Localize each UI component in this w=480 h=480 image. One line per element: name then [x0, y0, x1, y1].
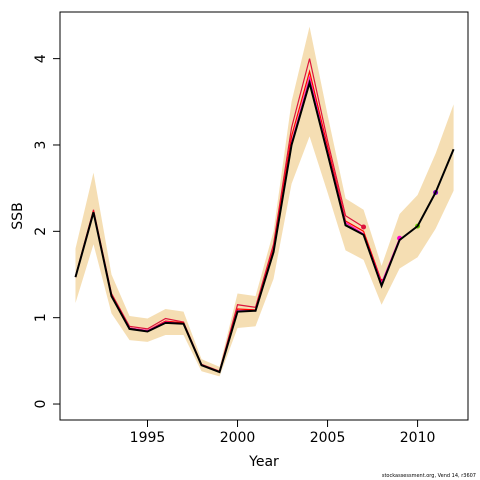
retro-endpoint — [361, 224, 367, 230]
x-tick-label: 2010 — [400, 430, 436, 446]
series-line — [74, 58, 364, 373]
plot-frame — [59, 11, 469, 421]
x-axis-label: Year — [248, 454, 279, 470]
x-tick-label: 2005 — [310, 430, 346, 446]
y-tick-label: 1 — [33, 313, 49, 322]
y-tick-label: 0 — [33, 400, 49, 409]
series-line — [74, 78, 455, 374]
y-axis-label: SSB — [10, 202, 26, 229]
y-tick-label: 2 — [33, 227, 49, 236]
x-tick-label: 1995 — [130, 430, 166, 446]
y-tick-label: 3 — [33, 141, 49, 150]
footnote: stockassessment.org, Vend 14, r3607 — [382, 473, 476, 479]
confidence-band — [75, 26, 454, 377]
x-tick-label: 2000 — [220, 430, 256, 446]
y-tick-label: 4 — [33, 54, 49, 63]
